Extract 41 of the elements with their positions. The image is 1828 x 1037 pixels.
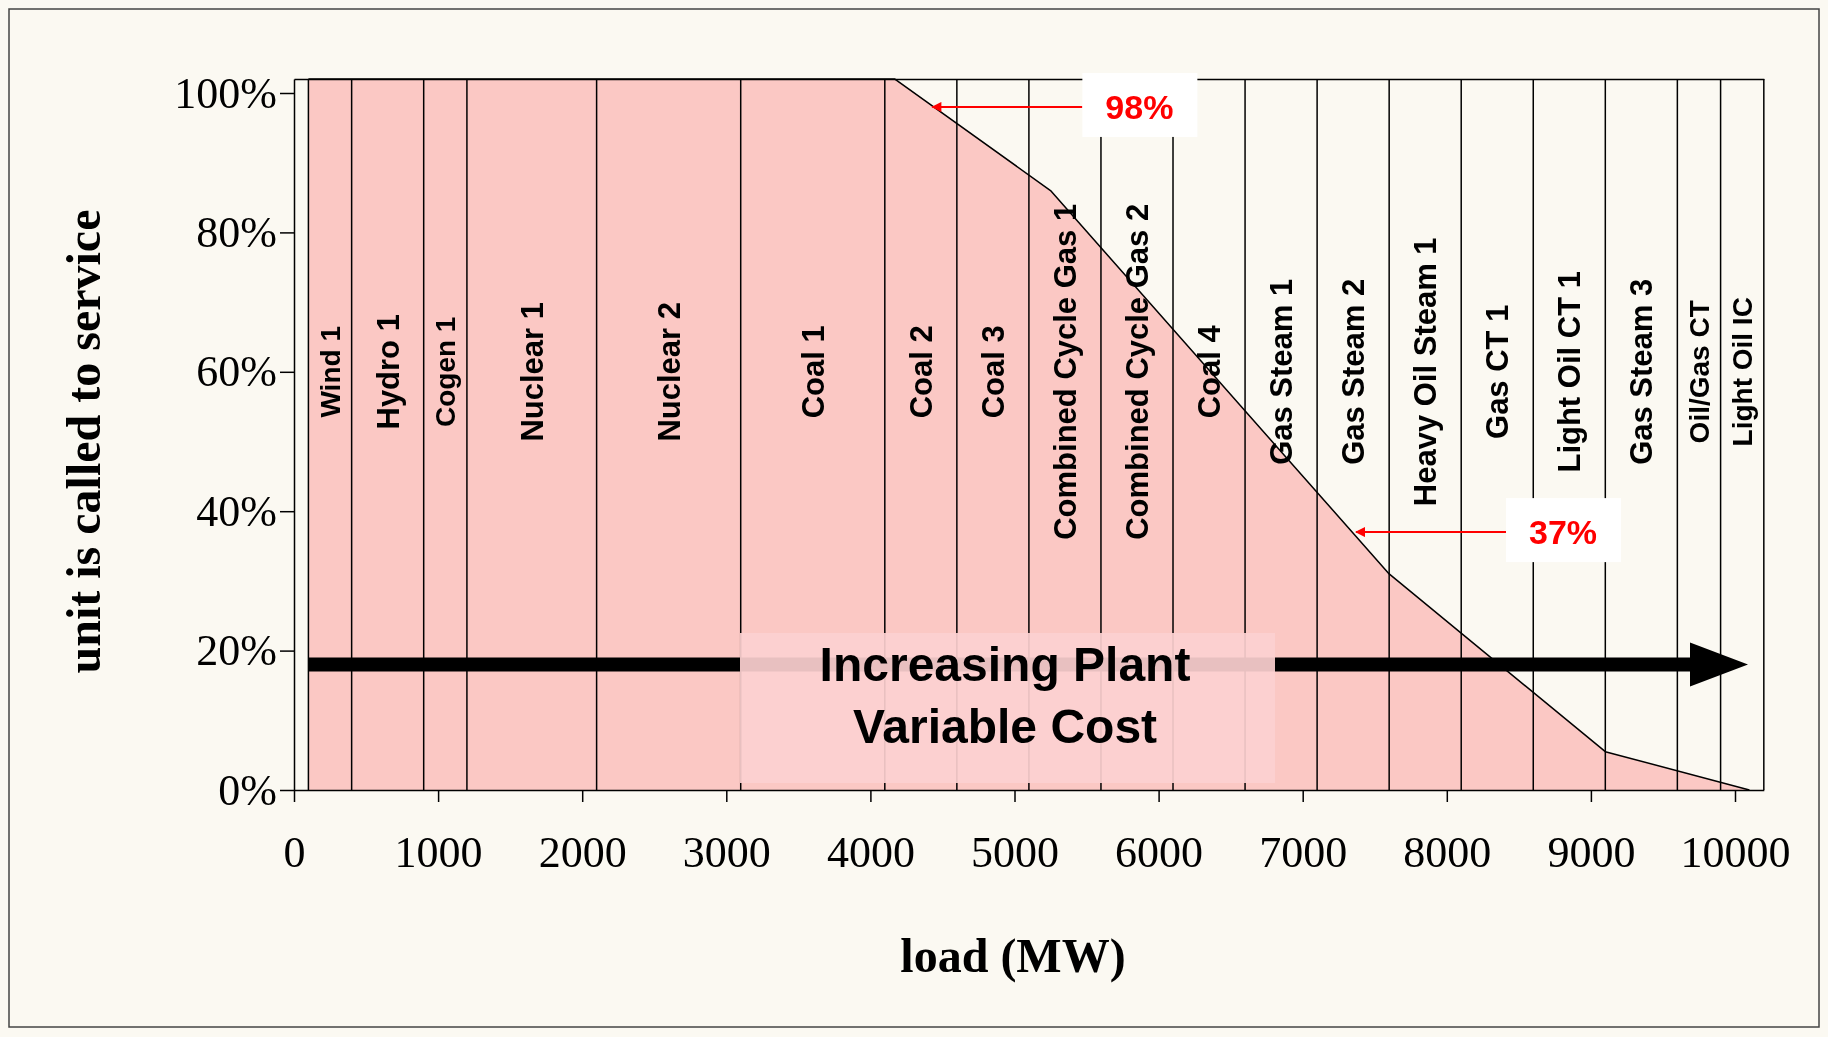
annotation: 37% (1528, 513, 1598, 552)
x-axis-title: load (MW) (900, 929, 1126, 983)
x-tick-label: 8000 (1403, 827, 1492, 877)
ref-line-label: Combined Cycle Gas 1 (1047, 203, 1083, 540)
ref-line-label: Gas CT 1 (1480, 304, 1516, 439)
y-tick-label: 80% (196, 207, 277, 257)
x-tick-label: 2000 (538, 827, 627, 877)
y-axis-title: unit is called to service (57, 209, 110, 674)
ref-line-label: Coal 3 (975, 325, 1011, 419)
x-tick-label: 10000 (1680, 827, 1791, 877)
y-tick-label: 0% (218, 765, 277, 815)
y-tick-label: 40% (196, 486, 277, 536)
ref-line-label: Light Oil CT 1 (1552, 271, 1588, 473)
ref-line-label: Oil/Gas CT (1683, 300, 1715, 444)
x-tick-label: 6000 (1115, 827, 1204, 877)
ref-line-label: Gas Steam 3 (1624, 278, 1660, 465)
ref-line-label: Gas Steam 2 (1335, 278, 1371, 465)
ref-line-label: Combined Cycle Gas 2 (1119, 203, 1155, 540)
x-tick-label: 7000 (1259, 827, 1348, 877)
ref-line-label: Coal 4 (1191, 324, 1227, 419)
x-tick-label: 1000 (394, 827, 483, 877)
x-tick-label: 9000 (1547, 827, 1636, 877)
ref-line-label: Nuclear 1 (514, 302, 550, 442)
y-tick-label: 100% (174, 68, 277, 118)
annotation: Increasing Plant Variable Cost (819, 638, 1191, 753)
y-tick-label: 60% (196, 347, 277, 397)
ref-line-label: Cogen 1 (430, 316, 462, 428)
ref-line-label: Light Oil IC (1727, 297, 1759, 447)
ref-line-label: Wind 1 (314, 326, 346, 418)
x-tick-label: 3000 (682, 827, 771, 877)
ref-line-label: Heavy Oil Steam 1 (1408, 237, 1444, 507)
ref-line-label: Hydro 1 (370, 314, 406, 430)
ref-line-label: Gas Steam 1 (1263, 278, 1299, 465)
ref-line-label: Nuclear 2 (651, 302, 687, 442)
x-tick-label: 4000 (826, 827, 915, 877)
ref-line-label: Coal 1 (795, 325, 831, 419)
ref-line-label: Coal 2 (903, 325, 939, 419)
x-tick-label: 5000 (971, 827, 1059, 877)
annotation: 98% (1105, 87, 1174, 126)
y-tick-label: 20% (196, 626, 277, 676)
x-tick-label: 0 (283, 827, 306, 877)
